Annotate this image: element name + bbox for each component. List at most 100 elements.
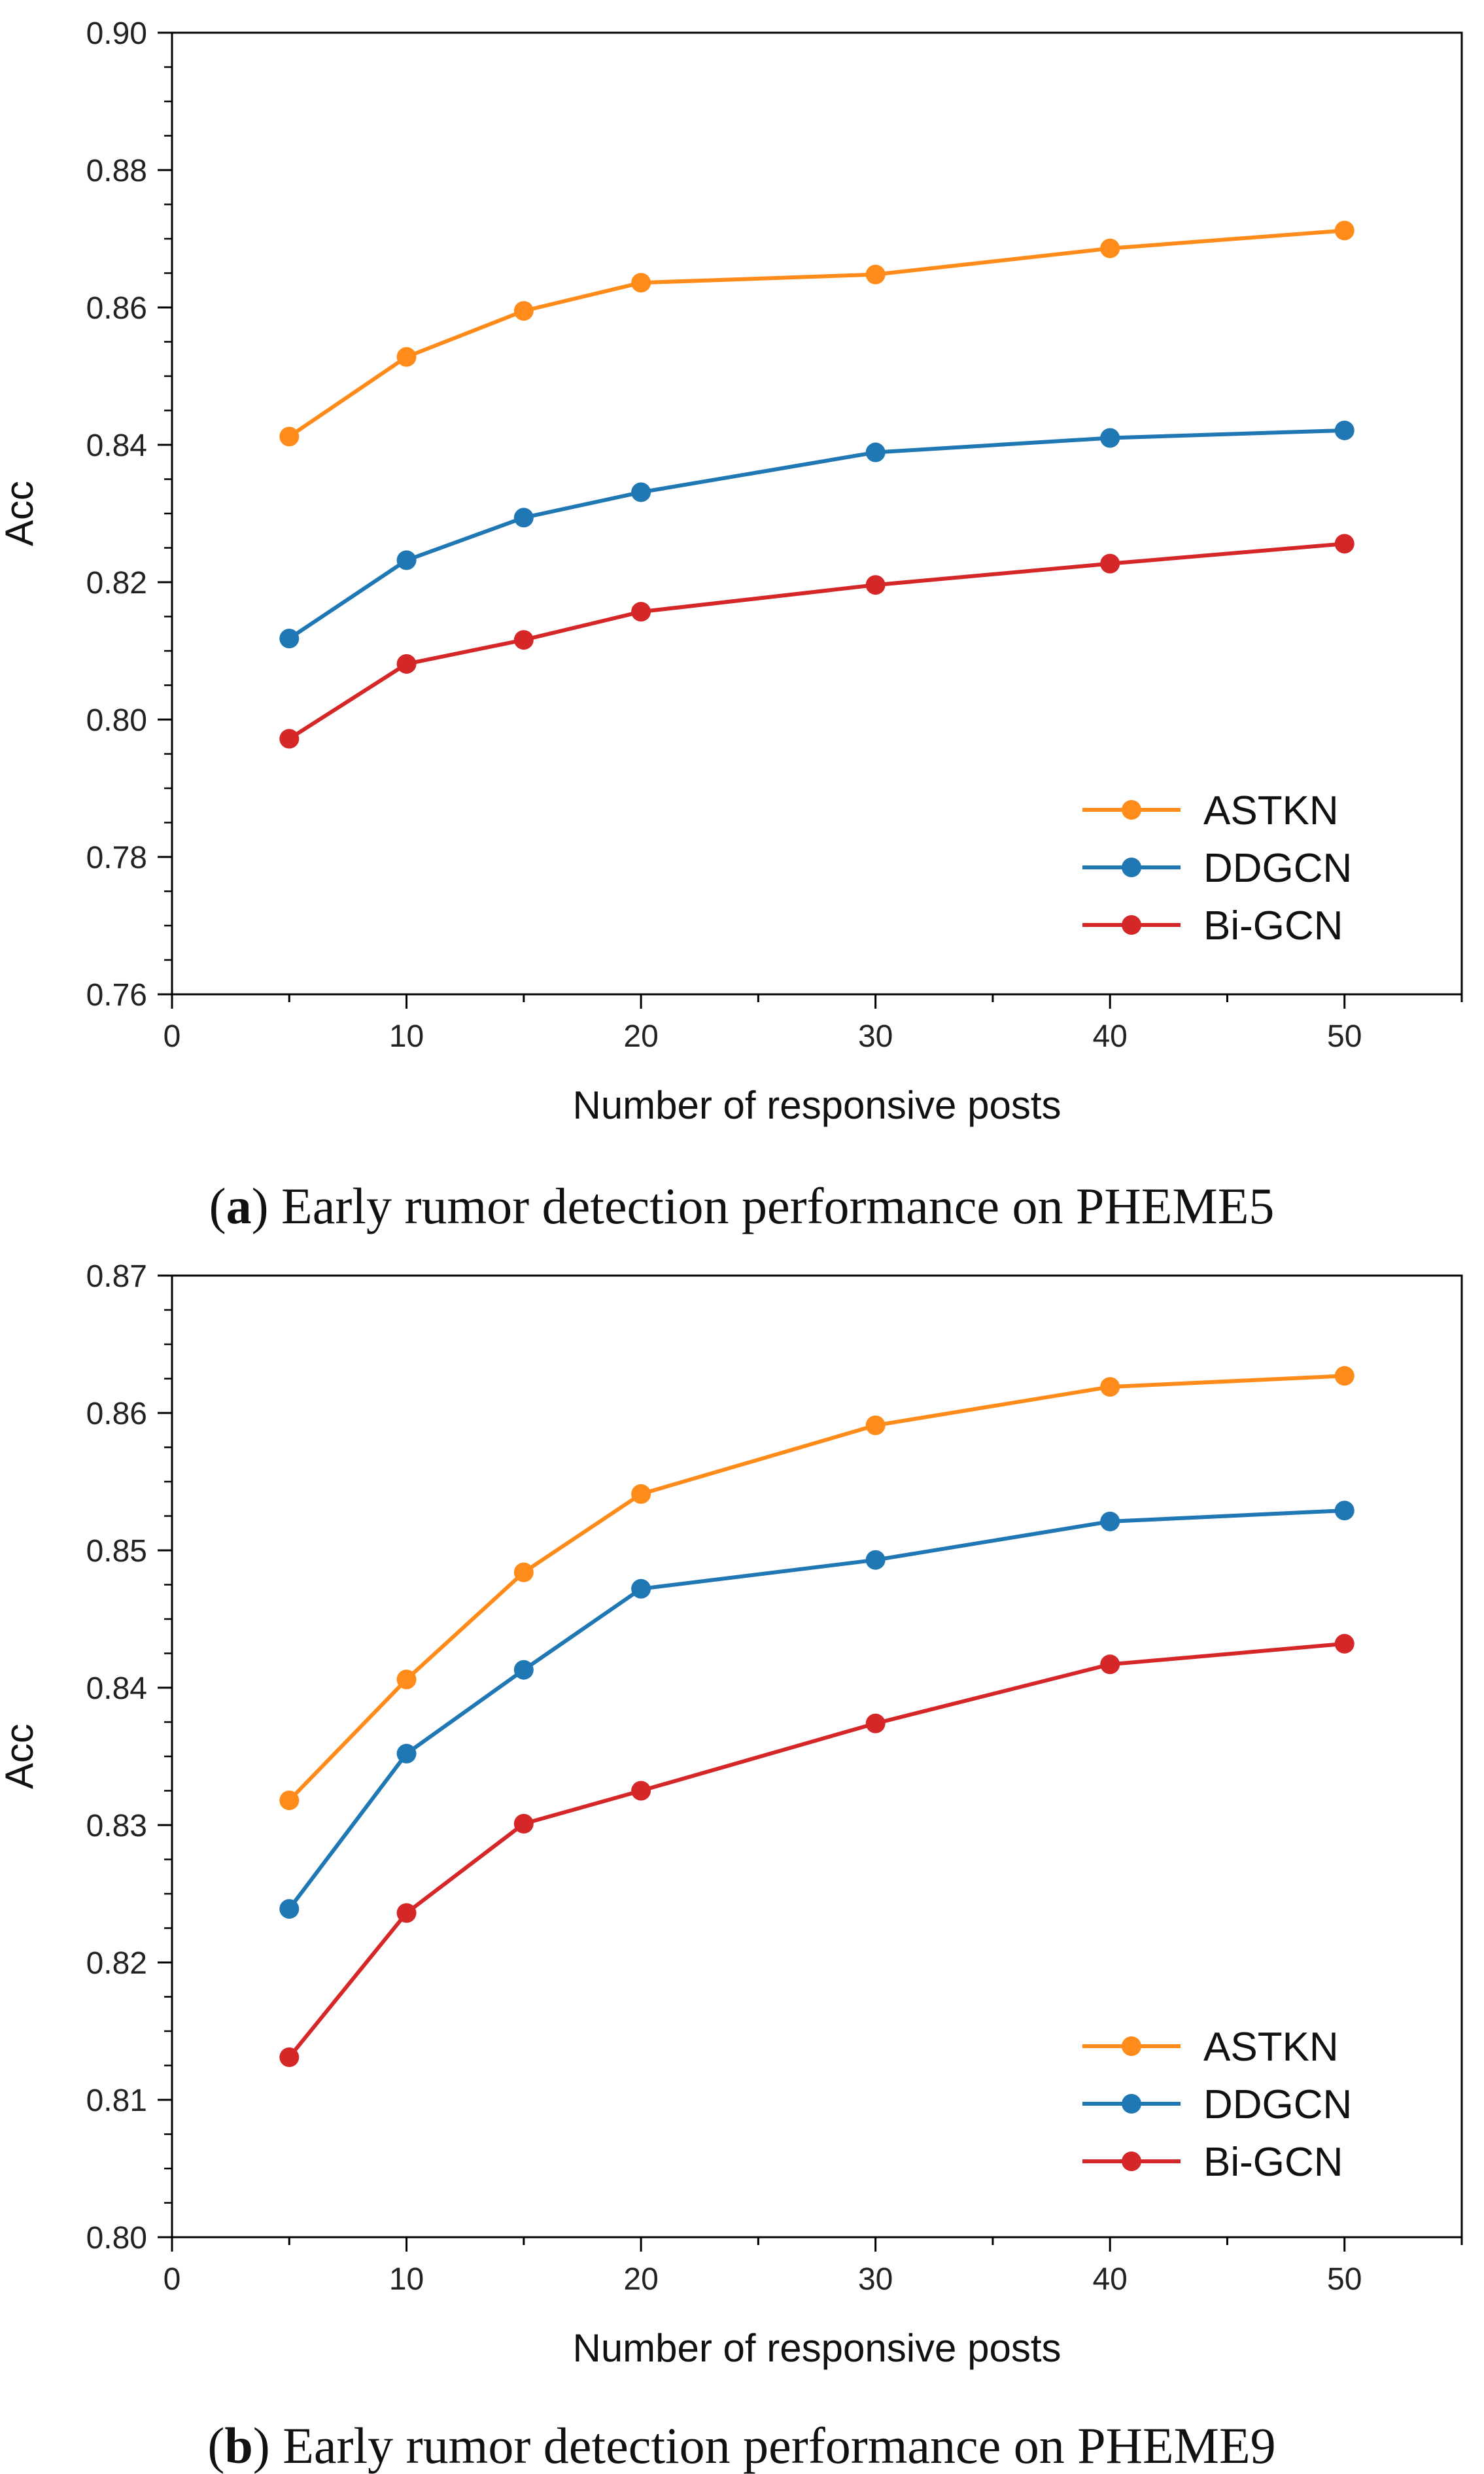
data-point [631,1578,651,1599]
series-ddgcn [279,420,1355,649]
data-point [513,1660,534,1680]
legend-item: DDGCN [1082,2082,1352,2127]
x-tick-label: 0 [164,2262,181,2297]
y-tick-label: 0.80 [86,703,147,738]
legend-label: Bi-GCN [1203,2140,1343,2185]
legend-item: Bi-GCN [1082,2140,1343,2185]
x-tick-label: 10 [389,1019,424,1054]
series-astkn [279,220,1355,447]
data-point [513,508,534,528]
x-tick-label: 40 [1092,2262,1127,2297]
y-tick-label: 0.84 [86,1671,147,1706]
y-tick-label: 0.88 [86,154,147,188]
data-point [865,264,886,285]
y-axis-label: Acc [0,481,41,546]
caption-prefix: ( [207,2417,224,2474]
y-tick-label: 0.82 [86,1946,147,1981]
data-point [513,630,534,650]
x-axis-label: Number of responsive posts [572,1083,1061,1127]
y-tick-label: 0.80 [86,2221,147,2256]
data-point [865,442,886,462]
x-axis-label: Number of responsive posts [572,2326,1061,2370]
data-point [396,1669,417,1690]
legend-item: DDGCN [1082,846,1352,891]
chart-panels: 0 10 20 30 40 50 0.76 0.78 0.80 0.82 0.84 0.86 0.88 0… [0,16,1463,2474]
data-point [1100,1377,1120,1397]
figure-caption: (a) Early rumor detection performance on… [209,1177,1275,1234]
legend-item: ASTKN [1082,788,1339,833]
data-point [631,1781,651,1801]
data-point [279,729,300,749]
data-point [1100,238,1120,258]
x-tick-label: 30 [858,1019,893,1054]
series-bi-gcn [279,1633,1355,2067]
legend-label: Bi-GCN [1203,903,1343,949]
data-point [1334,1501,1355,1521]
data-point [279,427,300,447]
y-tick-label: 0.76 [86,978,147,1013]
data-point [1100,428,1120,448]
legend-label: DDGCN [1203,2082,1352,2127]
legend-swatch-marker [1122,2094,1141,2114]
x-tick-label: 40 [1092,1019,1127,1054]
data-point [279,629,300,649]
data-point [1334,534,1355,554]
y-tick-label: 0.84 [86,428,147,463]
figure-caption: (b) Early rumor detection performance on… [207,2417,1275,2474]
y-tick-label: 0.82 [86,566,147,601]
y-tick-label: 0.83 [86,1809,147,1843]
data-point [1100,1654,1120,1675]
y-tick-label: 0.85 [86,1534,147,1569]
x-tick-label: 10 [389,2262,424,2297]
caption-letter: b [224,2417,252,2474]
x-tick-label: 30 [858,2262,893,2297]
data-point [396,1743,417,1764]
x-tick-label: 20 [623,1019,658,1054]
data-point [1334,1366,1355,1386]
data-point [279,1899,300,1919]
legend-swatch-marker [1122,800,1141,820]
legend-label: ASTKN [1203,2025,1339,2070]
y-tick-label: 0.87 [86,1259,147,1294]
y-tick-label: 0.86 [86,1397,147,1431]
y-axis-label: Acc [0,1724,41,1789]
caption-text: ) Early rumor detection performance on P… [253,2417,1276,2474]
y-tick-label: 0.81 [86,2083,147,2118]
caption-prefix: ( [209,1177,226,1234]
legend-item: ASTKN [1082,2025,1339,2070]
data-point [1334,1633,1355,1654]
data-point [631,602,651,622]
legend: ASTKN DDGCN Bi-GCN [1082,2025,1352,2185]
legend-swatch-marker [1122,915,1141,935]
legend: ASTKN DDGCN Bi-GCN [1082,788,1352,949]
y-tick-label: 0.86 [86,291,147,326]
x-tick-label: 20 [623,2262,658,2297]
x-tick-label: 0 [164,1019,181,1054]
data-point [279,1790,300,1811]
caption-letter: a [226,1177,252,1234]
legend-item: Bi-GCN [1082,903,1343,949]
data-point [865,575,886,595]
data-point [865,1550,886,1570]
data-point [396,550,417,570]
legend-label: ASTKN [1203,788,1339,833]
data-point [396,1903,417,1923]
chart-b: 0 10 20 30 40 50 0.80 0.81 0.82 0.83 0.84 0.85 0.86 0… [0,1259,1463,2474]
data-point [865,1713,886,1734]
data-point [1334,220,1355,241]
series-bi-gcn [279,534,1355,749]
data-point [1100,1511,1120,1531]
data-point [513,1562,534,1582]
data-point [631,273,651,293]
legend-swatch-marker [1122,2036,1141,2056]
y-tick-label: 0.78 [86,841,147,875]
x-tick-label: 50 [1327,1019,1362,1054]
data-point [396,653,417,674]
chart-a: 0 10 20 30 40 50 0.76 0.78 0.80 0.82 0.84 0.86 0.88 0… [0,16,1463,1234]
data-point [513,1813,534,1834]
caption-text: ) Early rumor detection performance on P… [252,1177,1275,1234]
series-astkn [279,1366,1355,1811]
legend-label: DDGCN [1203,846,1352,891]
